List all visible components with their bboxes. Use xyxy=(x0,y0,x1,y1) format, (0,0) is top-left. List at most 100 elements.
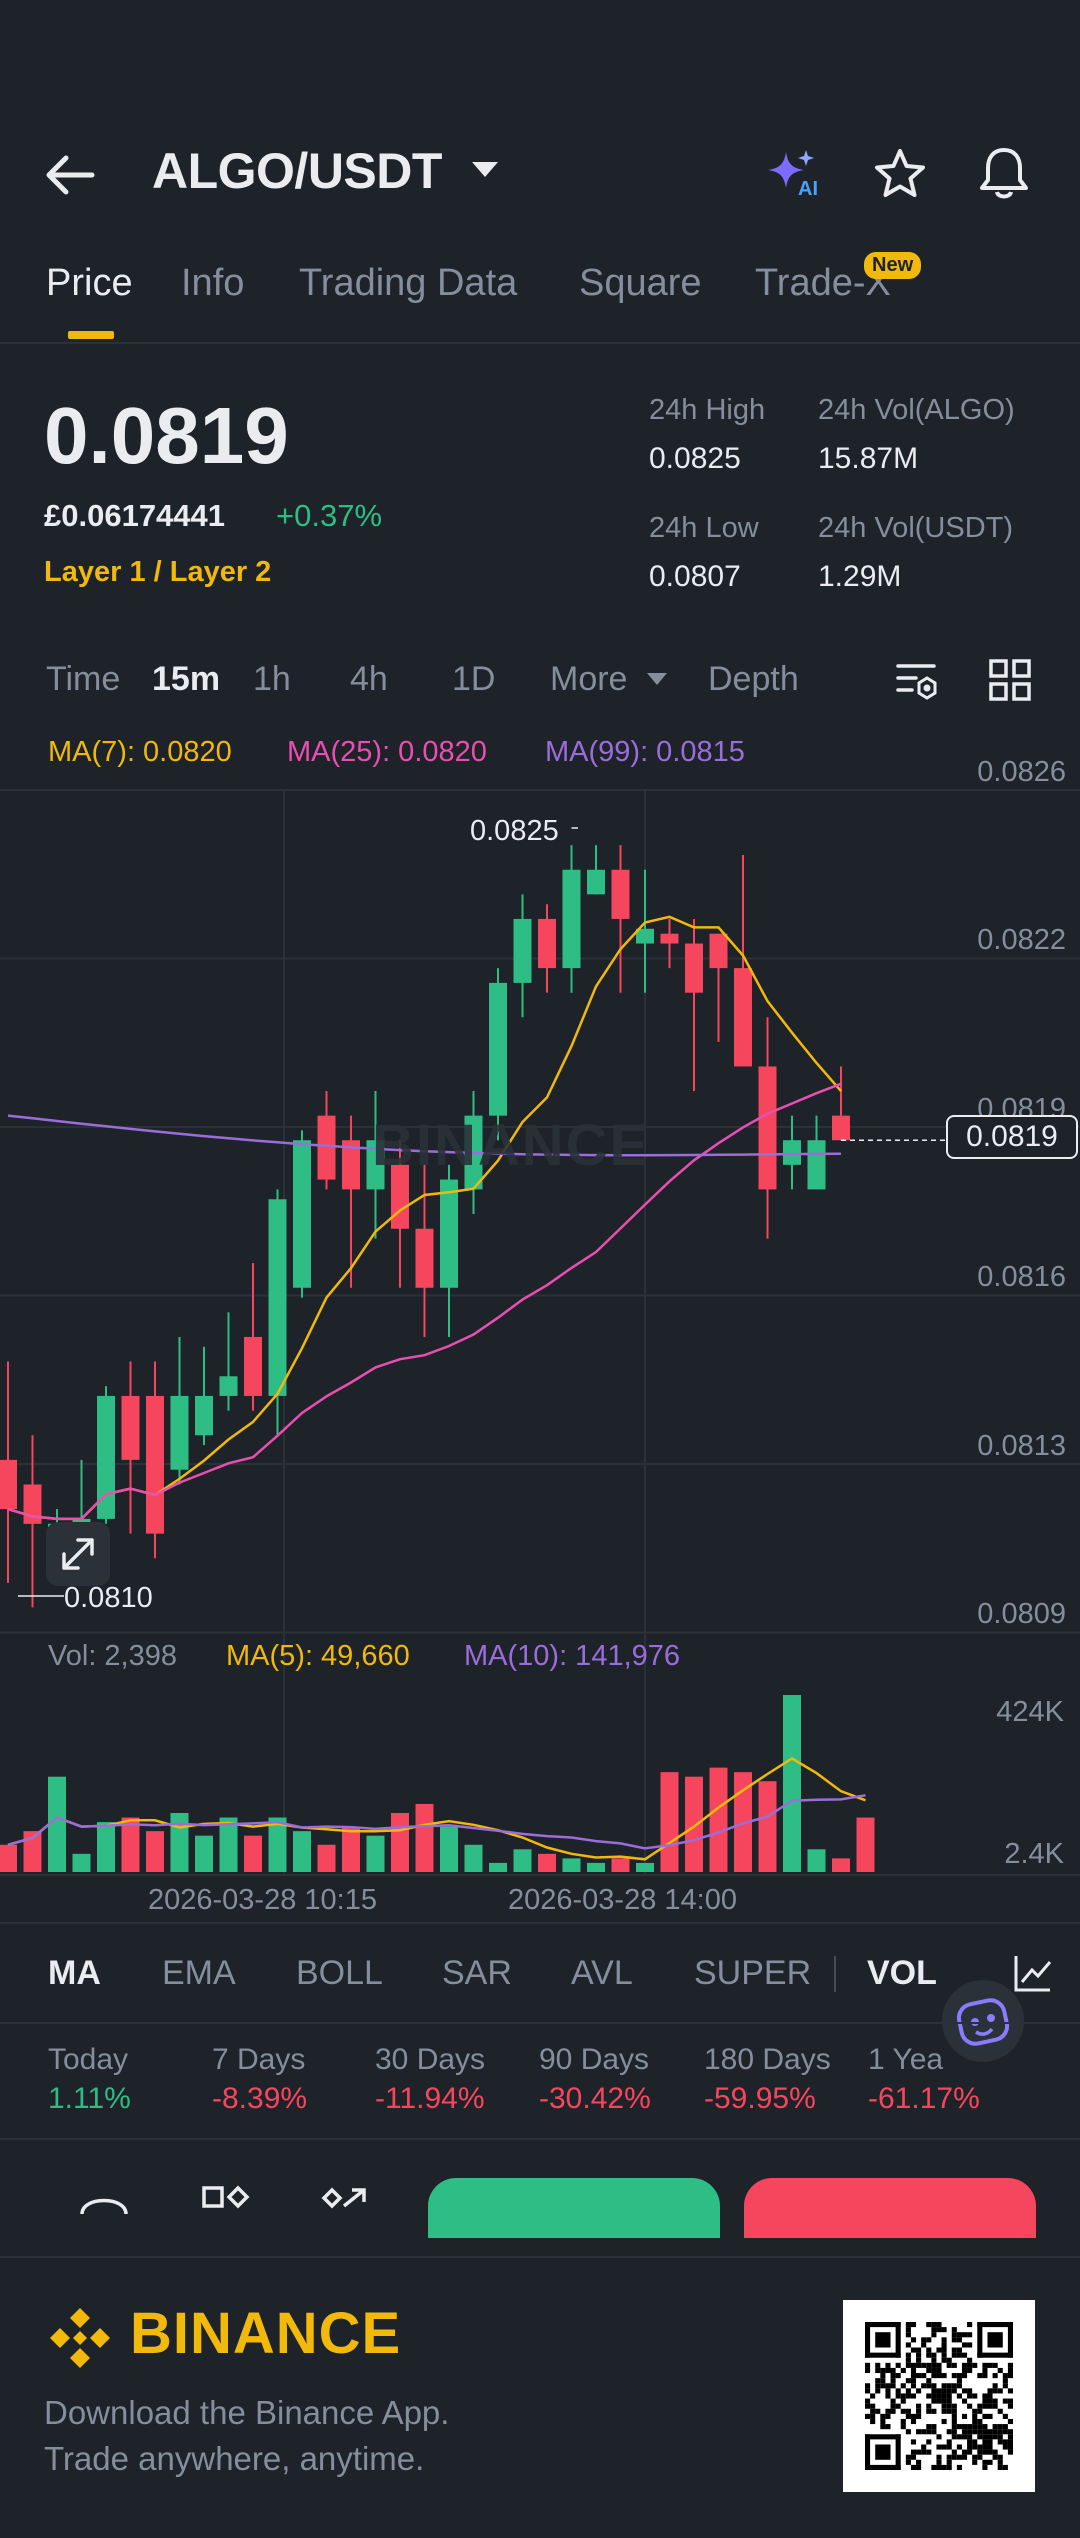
qr-module xyxy=(921,2429,927,2435)
volume-bar xyxy=(244,1835,262,1872)
qr-module xyxy=(972,2408,978,2414)
qr-module xyxy=(956,2454,962,2460)
qr-module xyxy=(997,2439,1003,2445)
buy-button[interactable] xyxy=(428,2178,720,2238)
price-chart[interactable] xyxy=(0,760,1080,1920)
category-tags[interactable]: Layer 1 / Layer 2 xyxy=(44,556,272,588)
qr-module xyxy=(885,2408,891,2414)
qr-module xyxy=(987,2388,993,2394)
qr-module xyxy=(1007,2439,1013,2445)
indicator-vol[interactable]: VOL xyxy=(867,1954,937,1992)
candle-body xyxy=(244,1336,262,1396)
qr-module xyxy=(1002,2464,1008,2470)
candle-body xyxy=(366,1140,385,1190)
qr-module xyxy=(977,2408,983,2414)
qr-module xyxy=(895,2373,901,2379)
volume-bar xyxy=(660,1772,679,1872)
candle-body xyxy=(121,1395,140,1460)
volume-bar xyxy=(195,1835,213,1872)
qr-module xyxy=(987,2362,993,2368)
candle-body xyxy=(97,1395,115,1519)
chevron-down-icon[interactable] xyxy=(470,160,500,185)
qr-module xyxy=(987,2429,993,2435)
stat-low-label: 24h Low xyxy=(649,512,759,544)
grid-bot-icon[interactable] xyxy=(200,2184,252,2219)
qr-module xyxy=(880,2373,886,2379)
ai-sparkle-icon[interactable]: AI xyxy=(764,148,824,204)
qr-module xyxy=(967,2357,973,2363)
indicator-boll[interactable]: BOLL xyxy=(296,1954,383,1992)
interval-1d[interactable]: 1D xyxy=(452,660,496,698)
qr-module xyxy=(880,2383,886,2389)
qr-module xyxy=(967,2449,973,2455)
interval-more[interactable]: More xyxy=(550,660,628,698)
volume-bar xyxy=(783,1695,801,1872)
qr-module xyxy=(916,2459,922,2465)
active-tab-indicator xyxy=(68,331,114,339)
more-caret-icon[interactable] xyxy=(646,672,668,691)
back-arrow-icon[interactable] xyxy=(40,150,100,200)
qr-module xyxy=(972,2424,978,2430)
price-axis-label: 0.0813 xyxy=(977,1430,1066,1462)
candle-body xyxy=(440,1179,458,1288)
tab-square[interactable]: Square xyxy=(579,262,702,304)
qr-module xyxy=(926,2429,932,2435)
sell-button[interactable] xyxy=(744,2178,1036,2238)
indicator-settings-icon[interactable] xyxy=(1010,1950,1056,2001)
qr-module xyxy=(946,2454,952,2460)
qr-module xyxy=(885,2393,891,2399)
interval-1h[interactable]: 1h xyxy=(253,660,291,698)
qr-module xyxy=(987,2434,993,2440)
qr-module xyxy=(1002,2398,1008,2404)
layout-grid-icon[interactable] xyxy=(988,658,1032,707)
favorite-star-icon[interactable] xyxy=(872,146,928,202)
qr-module xyxy=(870,2418,876,2425)
interval-15m[interactable]: 15m xyxy=(152,660,221,698)
candle-body xyxy=(587,869,605,895)
volume-bar xyxy=(636,1862,654,1872)
more-icon[interactable] xyxy=(78,2186,130,2221)
interval-4h[interactable]: 4h xyxy=(350,660,388,698)
candle-body xyxy=(685,943,703,993)
interval-depth[interactable]: Depth xyxy=(708,660,799,698)
qr-module xyxy=(921,2383,927,2389)
qr-module xyxy=(977,2449,983,2455)
bell-icon[interactable] xyxy=(976,144,1032,202)
qr-module xyxy=(905,2413,911,2419)
qr-module xyxy=(926,2393,932,2399)
interval-time[interactable]: Time xyxy=(46,660,121,698)
qr-module xyxy=(875,2332,891,2348)
qr-module xyxy=(926,2322,932,2328)
qr-module xyxy=(916,2449,922,2455)
assistant-bot-icon[interactable] xyxy=(942,1980,1024,2062)
indicator-sar[interactable]: SAR xyxy=(442,1954,512,1992)
qr-code[interactable] xyxy=(843,2300,1035,2492)
qr-module xyxy=(910,2418,917,2425)
chart-settings-icon[interactable] xyxy=(894,658,940,709)
qr-module xyxy=(967,2439,973,2445)
indicator-avl[interactable]: AVL xyxy=(571,1954,633,1992)
indicator-ma[interactable]: MA xyxy=(48,1954,101,1992)
fullscreen-expand-icon[interactable] xyxy=(46,1522,110,1586)
qr-module xyxy=(967,2393,973,2399)
qr-module xyxy=(946,2403,952,2409)
candle-body xyxy=(709,933,728,969)
qr-module xyxy=(992,2383,998,2389)
qr-module xyxy=(875,2383,881,2389)
volume-bar xyxy=(807,1849,826,1872)
trading-pair-title[interactable]: ALGO/USDT xyxy=(152,143,442,199)
qr-module xyxy=(865,2413,871,2419)
qr-module xyxy=(875,2367,881,2374)
qr-module xyxy=(946,2357,952,2363)
indicator-ema[interactable]: EMA xyxy=(162,1954,236,1992)
candle-body xyxy=(146,1395,164,1534)
new-badge: New xyxy=(864,252,922,279)
price-axis-label: 0.0826 xyxy=(977,756,1066,788)
tab-info[interactable]: Info xyxy=(181,262,245,304)
qr-module xyxy=(936,2388,942,2394)
share-icon[interactable] xyxy=(320,2184,372,2219)
qr-module xyxy=(982,2373,988,2379)
tab-trading-data[interactable]: Trading Data xyxy=(299,262,518,304)
tab-price[interactable]: Price xyxy=(46,262,133,304)
indicator-super[interactable]: SUPER xyxy=(694,1954,812,1992)
